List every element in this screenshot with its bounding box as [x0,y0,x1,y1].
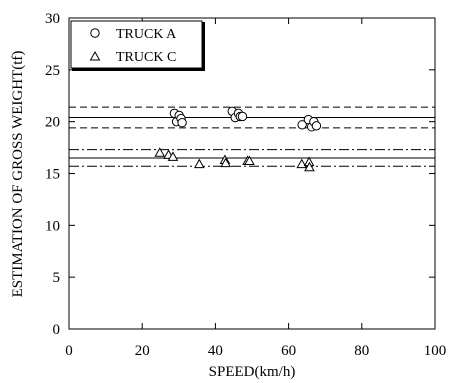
data-point-truck-c [220,157,232,168]
y-tick-label: 30 [45,11,60,27]
y-tick-label: 0 [53,322,61,338]
data-point-truck-a [311,121,322,131]
data-point-truck-c [296,158,308,169]
legend-marker-truck-c [89,50,101,61]
data-points [154,106,322,172]
data-point-truck-a [237,111,248,122]
x-tick-label: 40 [208,343,223,359]
x-tick-label: 80 [354,343,369,359]
legend-marker-truck-a [90,28,100,38]
x-tick-label: 20 [135,343,150,359]
x-axis-title: SPEED(km/h) [209,364,296,380]
data-point-truck-c [154,147,166,157]
data-point-truck-c [244,155,255,166]
legend-label-truck-a: TRUCK A [116,27,177,42]
y-tick-label: 15 [45,167,60,183]
y-tick-label: 5 [53,270,61,286]
data-point-truck-c [193,158,205,169]
reference-lines [69,106,435,167]
x-tick-label: 0 [65,343,73,359]
data-point-truck-c [167,151,179,161]
data-point-truck-a [297,120,307,130]
y-tick-label: 10 [45,218,60,234]
x-tick-label: 60 [281,343,296,359]
data-point-truck-c [304,161,315,172]
y-axis-title: ESTIMATION OF GROSS WEIGHT(tf) [10,51,26,298]
x-tick-label: 100 [424,343,447,359]
x-axis-ticks: 0 20 40 60 80 100 [65,18,446,359]
data-point-truck-a [177,118,187,128]
legend-label-truck-c: TRUCK C [116,50,176,65]
y-axis-ticks: 0 5 10 15 20 25 30 [45,11,435,338]
y-tick-label: 25 [45,63,60,79]
y-tick-label: 20 [45,115,60,131]
legend: TRUCK A TRUCK C [70,20,205,71]
